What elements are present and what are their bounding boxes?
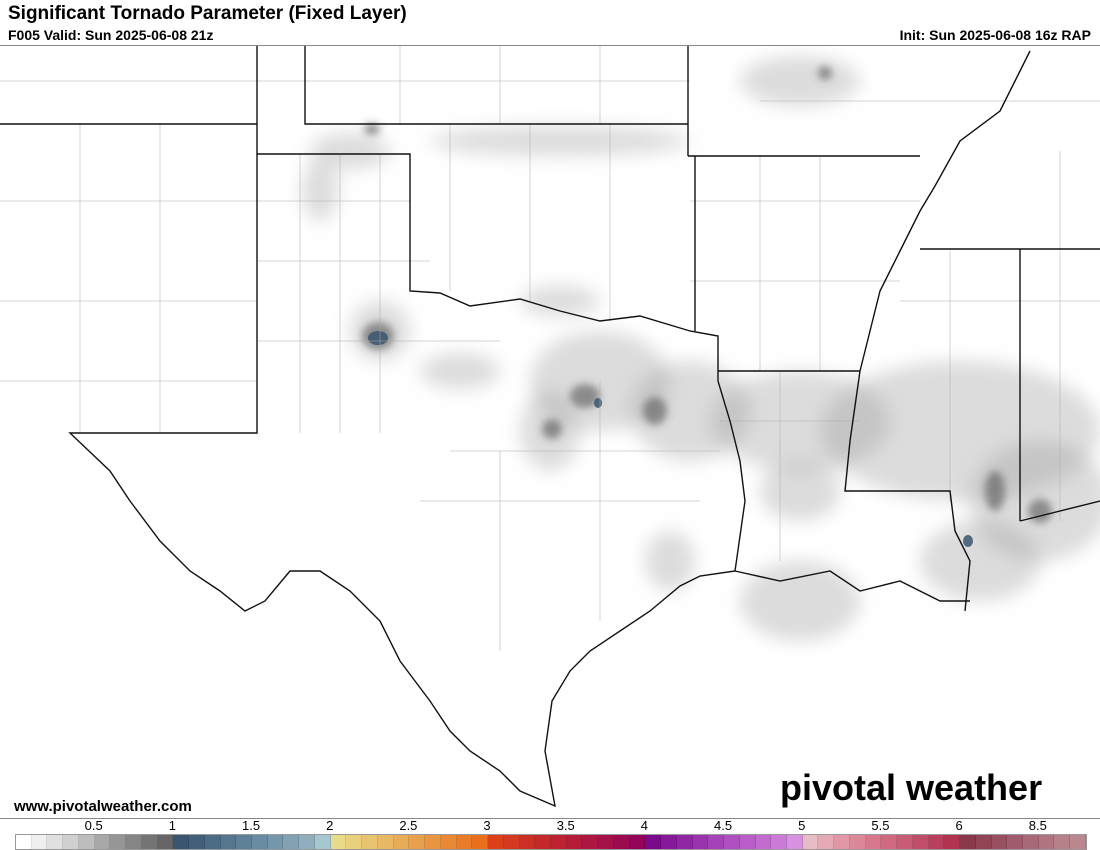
colorbar-cell	[912, 835, 929, 849]
colorbar-cell	[488, 835, 504, 849]
colorbar	[15, 834, 1087, 850]
colorbar-cell	[771, 835, 787, 849]
colorbar-cell	[1007, 835, 1023, 849]
colorbar-cell	[849, 835, 866, 849]
colorbar-cell	[173, 835, 190, 849]
colorbar-cell	[834, 835, 850, 849]
state-borders	[0, 46, 1100, 808]
colorbar-cell	[881, 835, 898, 849]
colorbar-cell	[283, 835, 300, 849]
colorbar-cell	[928, 835, 945, 849]
colorbar-cell	[865, 835, 882, 849]
colorbar-cell	[236, 835, 253, 849]
colorbar-cell	[519, 835, 536, 849]
colorbar-label: 5	[798, 818, 806, 833]
colorbar-cell	[708, 835, 725, 849]
colorbar-cell	[802, 835, 819, 849]
colorbar-cell	[299, 835, 315, 849]
colorbar-cell	[661, 835, 677, 849]
colorbar-cell	[393, 835, 410, 849]
colorbar-cell	[267, 835, 284, 849]
colorbar-label: 3.5	[556, 818, 575, 833]
colorbar-cell	[692, 835, 709, 849]
colorbar-label: 6	[955, 818, 963, 833]
colorbar-cell	[550, 835, 567, 849]
colorbar-label: 8.5	[1028, 818, 1047, 833]
colorbar-cell	[676, 835, 693, 849]
colorbar-cell	[645, 835, 662, 849]
colorbar-label: 0.5	[84, 818, 103, 833]
colorbar-label: 1	[168, 818, 176, 833]
colorbar-cell	[110, 835, 127, 849]
colorbar-cell	[47, 835, 64, 849]
colorbar-cell	[456, 835, 473, 849]
colorbar-cell	[31, 835, 48, 849]
colorbar-cell	[440, 835, 457, 849]
pivotal-weather-logo: pivotal weather	[780, 767, 1043, 808]
colorbar-cell	[629, 835, 646, 849]
website-url: www.pivotalweather.com	[14, 798, 192, 815]
colorbar-cell	[16, 835, 32, 849]
colorbar-cell	[613, 835, 630, 849]
colorbar-cell	[189, 835, 205, 849]
weather-map	[0, 45, 1100, 819]
colorbar-cell	[425, 835, 441, 849]
stp-moderate-values	[362, 66, 1052, 523]
colorbar-cell	[204, 835, 221, 849]
colorbar-cell	[598, 835, 614, 849]
colorbar-cell	[1023, 835, 1039, 849]
valid-time: F005 Valid: Sun 2025-06-08 21z	[8, 27, 214, 43]
colorbar-cell	[409, 835, 426, 849]
colorbar-cell	[724, 835, 740, 849]
colorbar-cell	[960, 835, 976, 849]
colorbar-label: 2	[326, 818, 334, 833]
colorbar-cell	[157, 835, 174, 849]
colorbar-cell	[472, 835, 489, 849]
colorbar-cell	[503, 835, 520, 849]
colorbar-cell	[78, 835, 95, 849]
colorbar-label: 1.5	[241, 818, 261, 833]
colorbar-cell	[944, 835, 961, 849]
colorbar-cell	[1054, 835, 1071, 849]
colorbar-cell	[897, 835, 913, 849]
colorbar-cell	[818, 835, 835, 849]
colorbar-label: 2.5	[399, 818, 418, 833]
colorbar-cell	[362, 835, 378, 849]
colorbar-cell	[535, 835, 551, 849]
colorbar-cell	[94, 835, 111, 849]
colorbar-cell	[991, 835, 1008, 849]
colorbar-cell	[126, 835, 142, 849]
colorbar-cell	[1070, 835, 1086, 849]
colorbar-cell	[755, 835, 772, 849]
colorbar-cell	[786, 835, 803, 849]
map-title: Significant Tornado Parameter (Fixed Lay…	[8, 3, 407, 24]
colorbar-cell	[252, 835, 268, 849]
colorbar-cell	[346, 835, 363, 849]
colorbar-cell	[566, 835, 583, 849]
colorbar-cell	[739, 835, 756, 849]
colorbar-cell	[975, 835, 992, 849]
colorbar-label: 5.5	[871, 818, 890, 833]
colorbar-cell	[220, 835, 237, 849]
colorbar-cell	[377, 835, 394, 849]
colorbar-label: 4	[640, 818, 649, 833]
colorbar-cell	[582, 835, 599, 849]
colorbar-label: 3	[483, 818, 491, 833]
init-time: Init: Sun 2025-06-08 16z RAP	[899, 27, 1091, 43]
colorbar-cell	[63, 835, 79, 849]
stp-field	[302, 56, 1100, 641]
colorbar-cell	[1038, 835, 1055, 849]
colorbar-label: 4.5	[714, 818, 733, 833]
county-grid	[0, 46, 1100, 651]
colorbar-cell	[330, 835, 347, 849]
colorbar-cell	[141, 835, 158, 849]
colorbar-cell	[314, 835, 331, 849]
